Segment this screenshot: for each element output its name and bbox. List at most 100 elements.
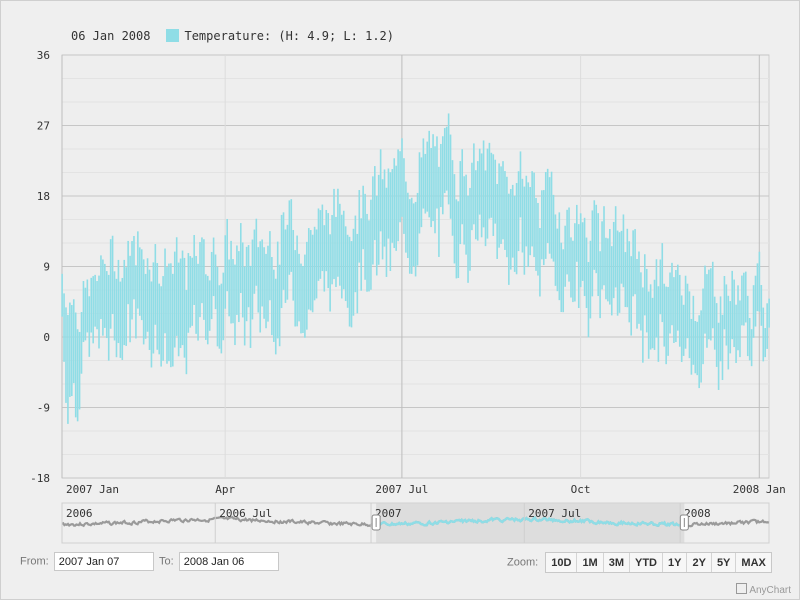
temperature-column <box>556 228 559 292</box>
scroller-right-handle[interactable] <box>679 514 689 531</box>
temperature-column <box>255 218 258 286</box>
temperature-column <box>733 279 735 348</box>
scroller-label: 2007 Jul <box>528 507 581 520</box>
temperature-column <box>500 166 502 244</box>
temperature-column <box>511 184 514 258</box>
temperature-column <box>74 312 77 418</box>
temperature-column <box>535 197 537 271</box>
temperature-column <box>65 307 67 403</box>
temperature-column <box>725 284 728 346</box>
scroller-left-handle[interactable] <box>371 514 381 531</box>
zoom-1m-button[interactable]: 1M <box>577 553 604 572</box>
temperature-column <box>624 252 627 308</box>
range-to-input[interactable] <box>178 552 279 571</box>
temperature-column <box>678 274 681 347</box>
temperature-column <box>628 241 631 323</box>
temperature-column <box>356 233 359 314</box>
temperature-column <box>692 295 695 365</box>
temperature-column <box>706 274 708 348</box>
temperature-column <box>335 216 337 288</box>
zoom-max-button[interactable]: MAX <box>736 553 771 572</box>
temperature-column <box>226 218 228 292</box>
temperature-column <box>655 259 658 338</box>
temperature-column <box>698 315 700 389</box>
temperature-column <box>453 174 456 264</box>
temperature-column <box>480 153 483 238</box>
temperature-column <box>496 183 498 259</box>
temperature-column <box>220 283 223 354</box>
temperature-column <box>109 239 112 329</box>
temperature-column <box>443 128 446 194</box>
temperature-column <box>173 251 176 348</box>
temperature-column <box>661 243 664 323</box>
temperature-column <box>422 138 425 209</box>
temperature-column <box>304 254 306 338</box>
temperature-column <box>236 245 238 315</box>
temperature-column <box>407 192 409 258</box>
temperature-column <box>100 255 102 320</box>
temperature-column <box>168 263 170 362</box>
temperature-column <box>494 159 497 224</box>
temperature-column <box>428 130 430 218</box>
temperature-column <box>438 166 440 257</box>
temperature-column <box>533 172 535 258</box>
temperature-column <box>517 171 520 252</box>
temperature-column <box>544 171 547 259</box>
temperature-column <box>562 249 565 313</box>
zoom-1y-button[interactable]: 1Y <box>663 553 688 572</box>
temperature-column <box>744 271 747 323</box>
temperature-column <box>127 240 129 305</box>
temperature-column <box>298 253 300 322</box>
temperature-column <box>205 274 207 340</box>
credits[interactable]: AnyChart <box>736 583 791 596</box>
temperature-column <box>626 228 629 308</box>
temperature-column <box>680 295 683 363</box>
zoom-10d-button[interactable]: 10D <box>546 553 578 572</box>
temperature-column <box>506 176 508 258</box>
range-to-label: To: <box>159 555 174 568</box>
temperature-column <box>86 279 89 333</box>
temperature-column <box>642 287 644 363</box>
temperature-column <box>391 169 394 243</box>
temperature-column <box>259 241 262 333</box>
temperature-column <box>306 241 308 330</box>
temperature-column <box>574 223 576 302</box>
temperature-column <box>102 259 104 336</box>
temperature-column <box>177 262 180 357</box>
zoom-5y-button[interactable]: 5Y <box>711 553 737 572</box>
temperature-column <box>119 281 122 358</box>
zoom-3m-button[interactable]: 3M <box>603 553 630 572</box>
zoom-2y-button[interactable]: 2Y <box>687 553 712 572</box>
temperature-column <box>673 277 675 343</box>
temperature-column <box>325 209 328 272</box>
temperature-column <box>162 276 164 361</box>
temperature-column <box>302 266 304 334</box>
y-tick-label: 18 <box>37 190 50 203</box>
temperature-column <box>274 278 277 355</box>
temperature-column <box>735 304 737 363</box>
temperature-column <box>123 259 126 346</box>
y-tick-label: -9 <box>37 402 50 415</box>
temperature-column <box>482 140 485 228</box>
temperature-column <box>682 304 685 356</box>
range-from-input[interactable] <box>53 552 154 571</box>
temperature-column <box>447 113 450 205</box>
temperature-column <box>484 170 487 247</box>
temperature-column <box>764 328 767 358</box>
temperature-column <box>150 281 153 368</box>
zoom-ytd-button[interactable]: YTD <box>630 553 663 572</box>
temperature-column <box>271 257 273 336</box>
temperature-column <box>473 143 475 225</box>
temperature-column <box>560 242 563 313</box>
temperature-column <box>713 296 716 350</box>
x-tick-label: 2007 Jul <box>375 483 428 496</box>
temperature-column <box>309 230 312 311</box>
temperature-column <box>647 291 650 359</box>
temperature-column <box>137 231 139 309</box>
temperature-column <box>191 257 194 326</box>
scroller-label: 2006 <box>66 507 93 520</box>
temperature-column <box>669 272 671 334</box>
temperature-column <box>286 224 289 300</box>
temperature-column <box>360 218 363 291</box>
